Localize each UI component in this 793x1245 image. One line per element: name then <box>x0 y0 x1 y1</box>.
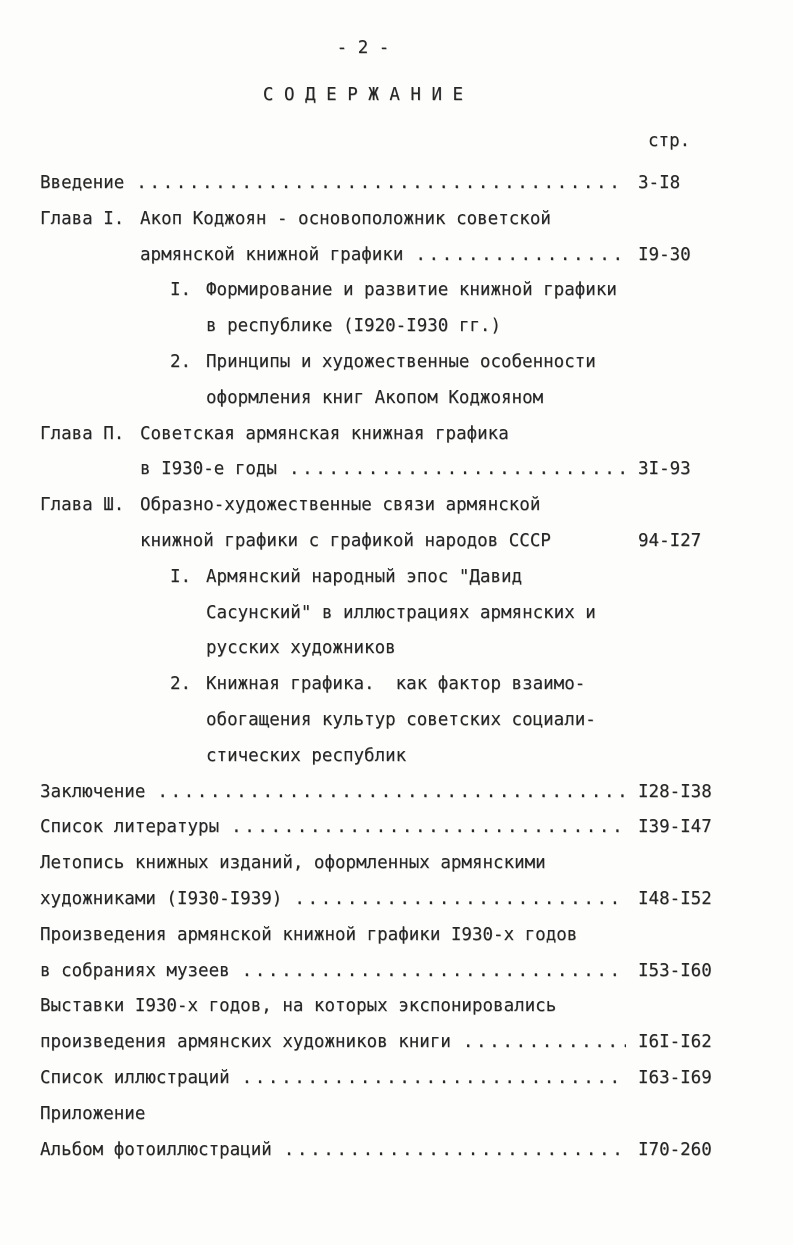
toc-row: в собраниях музеев I53-I60 <box>40 954 718 990</box>
toc-row: стических республик <box>40 739 718 775</box>
toc-row-prefix: Глава П. <box>40 423 125 444</box>
toc-row-page-range: I9-30 <box>638 244 691 265</box>
toc-row-label: Приложение <box>40 1103 146 1124</box>
dot-leader <box>415 238 626 274</box>
toc-row: художниками (I930-I939) I48-I52 <box>40 882 718 918</box>
toc-row-prefix: Глава Ш. <box>40 495 125 516</box>
toc-row-page-range: I48-I52 <box>638 888 712 909</box>
toc-row-label: произведения армянских художников книги <box>40 1032 451 1053</box>
toc-row-label: Летопись книжных изданий, оформленных ар… <box>40 853 546 874</box>
toc-row-label: в собраниях музеев <box>40 960 230 981</box>
toc-row-page-range: 94-I27 <box>638 530 702 551</box>
dot-leader <box>242 1061 626 1097</box>
toc-row-label: Альбом фотоиллюстраций <box>40 1139 272 1160</box>
toc-row-label: русских художников <box>206 638 396 659</box>
toc-row-label: Список иллюстраций <box>40 1067 230 1088</box>
page-title: С О Д Е Р Ж А Н И Е <box>262 85 464 105</box>
toc-row-label: Произведения армянской книжной графики I… <box>40 924 578 945</box>
toc-row-label: в республике (I920-I930 гг.) <box>206 316 502 337</box>
toc-row-prefix: I. <box>170 566 192 587</box>
toc-row: I. Формирование и развитие книжной графи… <box>40 273 718 309</box>
toc-row: Приложение <box>40 1097 718 1133</box>
toc-row-label: Выставки I930-х годов, на которых экспон… <box>40 996 557 1017</box>
toc-row-label: Акоп Коджоян - основоположник советской <box>140 208 551 229</box>
toc-row: Глава I. Акоп Коджоян - основоположник с… <box>40 202 718 238</box>
toc-row: Летопись книжных изданий, оформленных ар… <box>40 846 718 882</box>
column-header-row: стр. <box>40 130 718 152</box>
toc-row-page-range: I63-I69 <box>638 1067 712 1088</box>
dot-leader <box>289 452 626 488</box>
toc-row-page-range: 3I-93 <box>638 459 691 480</box>
toc-row: Введение 3-I8 <box>40 166 718 202</box>
toc-row-label: Список литературы <box>40 817 220 838</box>
toc-row-prefix: I. <box>170 280 192 301</box>
toc-row: I. Армянский народный эпос "Давид <box>40 560 718 596</box>
toc-row: 2. Принципы и художественные особенности <box>40 345 718 381</box>
dot-leader <box>294 882 626 918</box>
toc-row-label: Введение <box>40 173 125 193</box>
toc-row: обогащения культур советских социали- <box>40 703 718 739</box>
dot-leader <box>157 775 626 811</box>
toc-row-page-range: I28-I38 <box>638 781 712 802</box>
page-number: - 2 - <box>336 38 390 58</box>
toc-row-label: в I930-е годы <box>140 459 277 480</box>
toc-row: Список литературы I39-I47 <box>40 810 718 846</box>
toc-row: в I930-е годы 3I-93 <box>40 452 718 488</box>
toc-row-label: Книжная графика. как фактор взаимо- <box>206 674 586 695</box>
toc-row: книжной графики с графикой народов СССР … <box>40 524 718 560</box>
toc-row-label: Советская армянская книжная графика <box>140 423 509 444</box>
toc-row-page-range: 3-I8 <box>638 173 681 193</box>
toc-row-label: Заключение <box>40 781 146 802</box>
toc-row-label: Формирование и развитие книжной графики <box>206 280 617 301</box>
toc-row: 2. Книжная графика. как фактор взаимо- <box>40 667 718 703</box>
dot-leader <box>463 1025 626 1061</box>
toc-row: Глава П. Советская армянская книжная гра… <box>40 417 718 453</box>
toc-list: Введение 3-I8 Глава I. Акоп Коджоян - ос… <box>40 166 718 1168</box>
dot-leader <box>231 810 626 846</box>
toc-row-prefix: 2. <box>170 351 192 372</box>
toc-row-label: оформления книг Акопом Коджояном <box>206 387 544 408</box>
document-page: - 2 - С О Д Е Р Ж А Н И Е стр. Введение … <box>0 0 793 1168</box>
toc-row-label: Образно-художественные связи армянской <box>140 495 541 516</box>
toc-row-label: Сасунский" в иллюстрациях армянских и <box>206 602 596 623</box>
dot-leader <box>284 1133 626 1169</box>
toc-row: Произведения армянской книжной графики I… <box>40 918 718 954</box>
toc-row: армянской книжной графики I9-30 <box>40 238 718 274</box>
toc-row: в республике (I920-I930 гг.) <box>40 309 718 345</box>
toc-row: Выставки I930-х годов, на которых экспон… <box>40 989 718 1025</box>
toc-row-label: Армянский народный эпос "Давид <box>206 566 523 587</box>
toc-row: Заключение I28-I38 <box>40 775 718 811</box>
toc-row-page-range: I53-I60 <box>638 960 712 981</box>
column-header-spacer <box>40 130 638 152</box>
dot-leader <box>136 166 626 202</box>
dot-leader <box>242 954 626 990</box>
toc-row: оформления книг Акопом Коджояном <box>40 381 718 417</box>
toc-row: Сасунский" в иллюстрациях армянских и <box>40 596 718 632</box>
toc-row-label: книжной графики с графикой народов СССР <box>140 530 551 551</box>
toc-row-label: обогащения культур советских социали- <box>206 709 596 730</box>
toc-row: Глава Ш. Образно-художественные связи ар… <box>40 488 718 524</box>
toc-row: Список иллюстраций I63-I69 <box>40 1061 718 1097</box>
toc-row-label: стических республик <box>206 745 407 766</box>
toc-row-label: армянской книжной графики <box>140 244 404 265</box>
toc-row-prefix: Глава I. <box>40 208 125 229</box>
toc-row-label: Принципы и художественные особенности <box>206 351 596 372</box>
page-column-header: стр. <box>648 131 691 151</box>
toc-row: Альбом фотоиллюстраций I70-260 <box>40 1133 718 1169</box>
toc-row-prefix: 2. <box>170 674 192 695</box>
toc-row-label: художниками (I930-I939) <box>40 888 283 909</box>
toc-row-page-range: I70-260 <box>638 1139 712 1160</box>
toc-row-page-range: I39-I47 <box>638 817 712 838</box>
toc-row-page-range: I6I-I62 <box>638 1032 712 1053</box>
toc-row: произведения армянских художников книги … <box>40 1025 718 1061</box>
toc-row: русских художников <box>40 631 718 667</box>
